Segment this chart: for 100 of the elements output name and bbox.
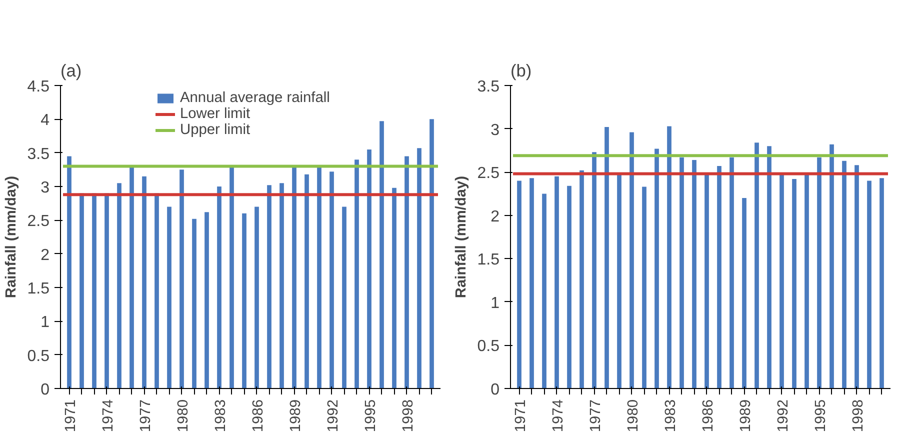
bar (404, 156, 409, 388)
bar (830, 144, 834, 388)
bar (92, 193, 96, 388)
y-tick-label: 4 (40, 112, 50, 130)
y-tick-label: 3 (40, 180, 50, 196)
y-tick-label: 2.5 (477, 165, 500, 182)
legend-label: Lower limit (180, 106, 250, 122)
bar (392, 188, 396, 388)
y-tick-label: 0 (40, 382, 50, 398)
bar (192, 218, 196, 388)
x-tick-label: 1995 (362, 399, 379, 432)
y-tick-label: 1.5 (27, 280, 50, 298)
bar (780, 174, 784, 388)
bar (267, 185, 272, 388)
bar (242, 213, 246, 388)
bar (80, 193, 84, 388)
bar (630, 132, 634, 388)
x-tick-label: 1971 (512, 399, 529, 432)
bar (854, 165, 859, 388)
x-tick-label: 1983 (662, 399, 679, 432)
y-tick-label: 0.5 (27, 348, 50, 365)
bar (230, 166, 234, 388)
bar (880, 178, 884, 388)
bar (842, 160, 846, 388)
y-tick-label: 4.5 (27, 78, 50, 96)
bar (867, 180, 872, 388)
chart-title: (b) (510, 60, 532, 80)
y-tick-label: 2.5 (27, 213, 50, 230)
x-tick-label: 1998 (850, 399, 866, 432)
bar (804, 174, 809, 388)
bar (580, 170, 584, 388)
bar (642, 186, 646, 388)
bar (430, 119, 434, 388)
chart-title: (a) (60, 60, 82, 80)
y-tick-label: 2 (40, 246, 50, 264)
bar (317, 166, 322, 388)
bar (554, 176, 559, 388)
x-tick-label: 1986 (700, 399, 716, 432)
y-tick-label: 0.5 (477, 338, 500, 356)
x-tick-label: 1992 (325, 399, 342, 432)
x-tick-label: 1989 (738, 399, 754, 432)
legend-label: Upper limit (180, 122, 250, 138)
bar (517, 180, 522, 388)
y-tick-label: 3.5 (27, 146, 50, 163)
bar (167, 206, 172, 388)
bar (104, 193, 109, 388)
x-tick-label: 1977 (588, 399, 604, 432)
bar (280, 183, 284, 388)
x-tick-label: 1998 (400, 399, 416, 432)
x-tick-label: 1977 (138, 399, 154, 432)
y-tick-label: 1 (490, 294, 500, 312)
bar (154, 193, 159, 388)
bar (567, 186, 572, 388)
bar (817, 157, 822, 388)
bar (792, 178, 796, 388)
bar (217, 186, 222, 388)
x-tick-label: 1980 (175, 399, 192, 432)
x-tick-label: 1983 (212, 399, 229, 432)
bar (592, 152, 596, 388)
bar (117, 183, 122, 388)
y-tick-label: 3 (490, 122, 500, 139)
bar (542, 194, 546, 388)
y-axis-title: Rainfall (mm/day) (3, 176, 20, 298)
x-tick-label: 1992 (775, 399, 792, 432)
y-tick-label: 1 (40, 314, 50, 332)
bar (204, 212, 209, 388)
bar (342, 206, 346, 388)
x-tick-label: 1974 (100, 399, 116, 432)
bar (180, 170, 184, 388)
x-tick-label: 1995 (812, 399, 829, 432)
bar (692, 160, 696, 388)
bar (367, 149, 372, 388)
bar (130, 166, 134, 388)
y-tick-label: 2 (490, 208, 500, 226)
bar (67, 156, 72, 388)
bar (717, 166, 722, 388)
bar (704, 174, 709, 388)
x-tick-label: 1980 (625, 399, 642, 432)
bar (667, 126, 672, 388)
bar (680, 157, 684, 388)
bar (354, 160, 359, 388)
x-tick-label: 1974 (550, 399, 566, 432)
bar (742, 198, 746, 388)
y-tick-label: 0 (490, 382, 500, 398)
bar (530, 178, 534, 388)
bar (254, 206, 259, 388)
y-axis-title: Rainfall (mm/day) (453, 176, 470, 298)
x-tick-label: 1986 (250, 399, 266, 432)
bar (142, 176, 146, 388)
bar (654, 148, 659, 388)
x-tick-label: 1989 (288, 399, 304, 432)
legend-label: Annual average rainfall (180, 90, 330, 106)
bar (304, 174, 309, 388)
bar (330, 172, 334, 388)
x-tick-label: 1971 (62, 399, 79, 432)
bar (767, 146, 772, 388)
bar (380, 121, 384, 388)
y-tick-label: 1.5 (477, 252, 500, 269)
bar (604, 127, 609, 388)
bar (292, 166, 296, 388)
